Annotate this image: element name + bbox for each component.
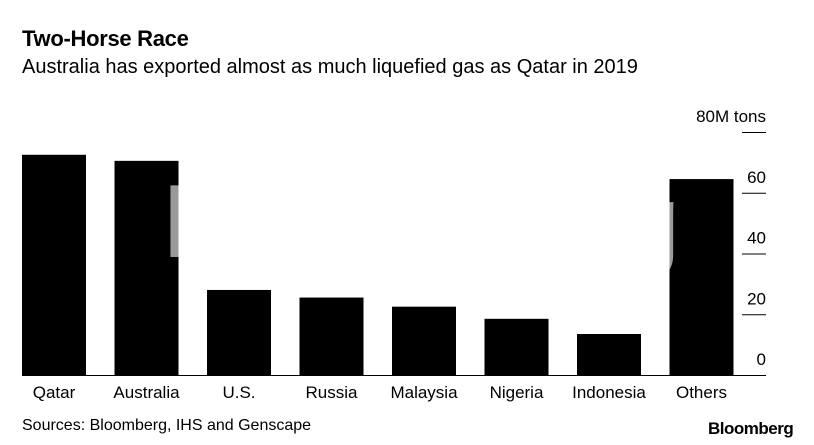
x-label-indonesia: Indonesia: [572, 383, 646, 402]
chart-subtitle: Australia has exported almost as much li…: [22, 56, 638, 78]
x-label-nigeria: Nigeria: [490, 383, 544, 402]
source-note: Sources: Bloomberg, IHS and Genscape: [22, 417, 312, 434]
bar-russia: [299, 297, 364, 375]
x-label-malaysia: Malaysia: [390, 383, 458, 402]
x-label-russia: Russia: [306, 383, 359, 402]
y-tick-label-60: 60: [747, 168, 766, 187]
y-tick-label-0: 0: [757, 350, 766, 369]
bar-others: [669, 179, 734, 375]
bar-qatar: [22, 154, 86, 375]
bar-indonesia: [577, 333, 641, 375]
y-tick-label-20: 20: [747, 289, 766, 308]
bar-malaysia: [392, 306, 456, 375]
bar-australia: [114, 160, 179, 375]
chart-title: Two-Horse Race: [22, 26, 189, 51]
y-tick-label-80: 80M tons: [696, 107, 766, 126]
watermark-text: Bloomberg: [164, 164, 677, 280]
y-tick-label-40: 40: [747, 229, 766, 248]
bar-u-s: [207, 289, 271, 375]
x-label-australia: Australia: [113, 383, 180, 402]
bloomberg-logo: Bloomberg: [708, 419, 794, 438]
x-label-others: Others: [676, 383, 727, 402]
x-label-qatar: Qatar: [33, 383, 76, 402]
x-label-u-s: U.S.: [222, 383, 255, 402]
bar-nigeria: [484, 318, 549, 375]
